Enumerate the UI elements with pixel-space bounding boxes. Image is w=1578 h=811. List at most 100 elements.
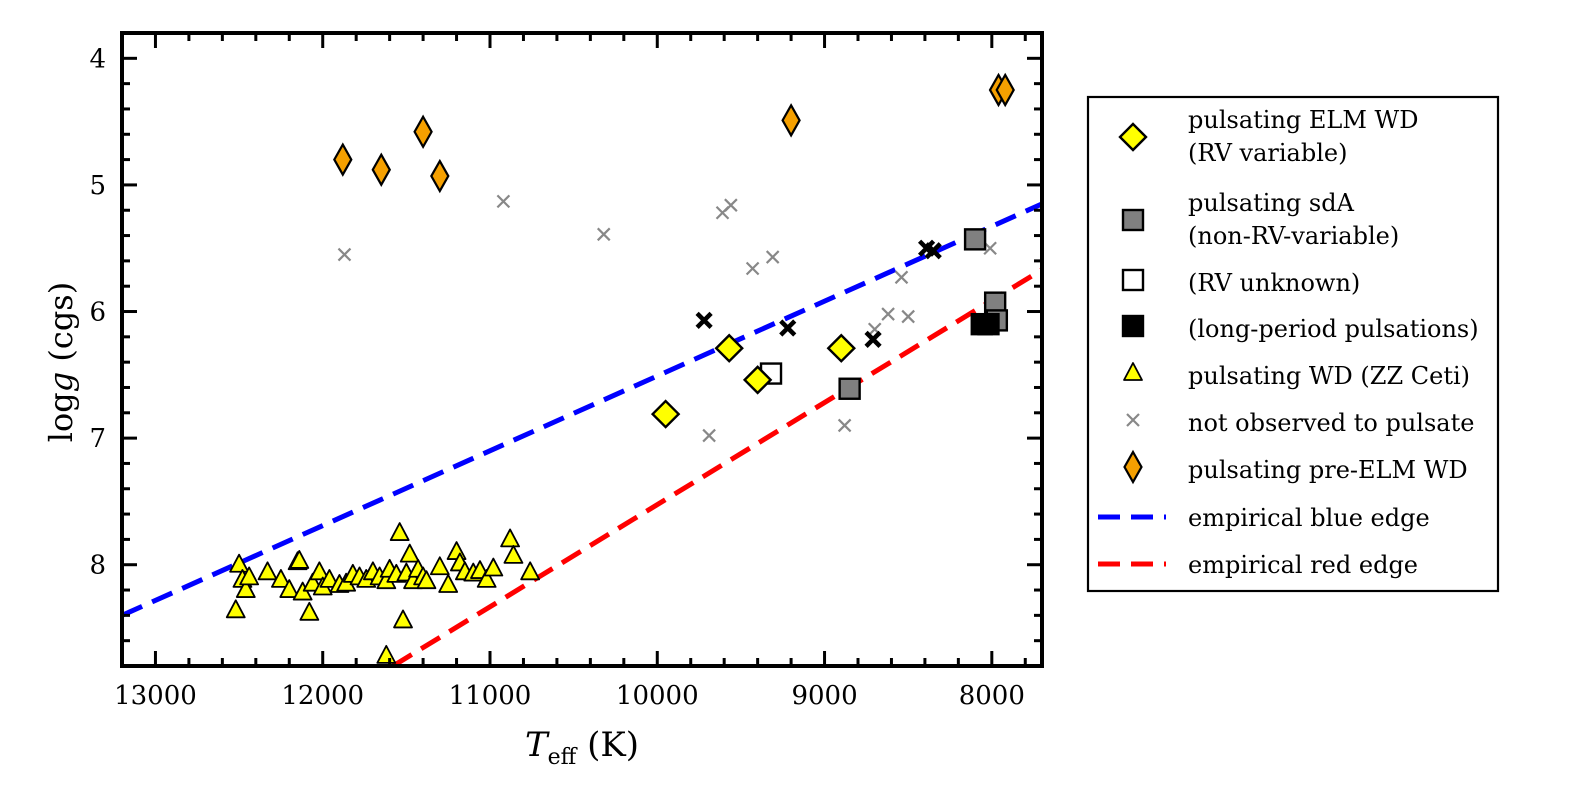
x-axis-label-main: T xyxy=(525,725,550,765)
data-point-triangle xyxy=(376,644,397,664)
legend-marker-elm xyxy=(1118,122,1148,152)
data-point-diamond-tall xyxy=(333,142,353,177)
data-point-x-bold xyxy=(779,319,797,337)
data-point-x xyxy=(724,198,738,212)
data-point-triangle xyxy=(271,569,291,588)
legend-item-nov: not observed to pulsate xyxy=(1126,409,1474,437)
y-tick-label: 4 xyxy=(89,44,106,74)
legend-marker-zz xyxy=(1123,362,1143,381)
legend-label: not observed to pulsate xyxy=(1188,409,1474,437)
data-point-diamond xyxy=(826,333,856,363)
data-point-diamond-tall xyxy=(430,158,450,194)
legend-label: empirical red edge xyxy=(1188,551,1418,579)
x-tick-label: 10000 xyxy=(616,681,699,711)
legend-label: (RV variable) xyxy=(1188,139,1347,167)
red-edge-line xyxy=(391,267,1042,666)
data-point-diamond-tall xyxy=(371,152,392,187)
legend-label: pulsating sdA xyxy=(1188,189,1355,217)
data-point-x xyxy=(496,194,511,209)
data-point-square xyxy=(963,228,987,251)
data-point-x xyxy=(337,247,352,262)
legend-marker-preelm xyxy=(1123,449,1143,485)
legend-item-sda_unknown: (RV unknown) xyxy=(1121,268,1360,297)
x-axis-label-sub: eff xyxy=(548,745,578,770)
data-point-square-filled xyxy=(977,312,1000,336)
data-point-x xyxy=(596,227,611,242)
data-point-x xyxy=(745,261,760,276)
data-point-x xyxy=(901,309,915,324)
svg-text:logg (cgs): logg (cgs) xyxy=(42,282,80,442)
data-point-diamond-tall xyxy=(413,114,433,149)
x-axis-label: Teff (K) xyxy=(525,725,639,770)
data-point-triangle xyxy=(239,566,260,586)
y-tick-label: 5 xyxy=(89,171,106,201)
data-point-triangle xyxy=(503,544,524,564)
data-point-diamond xyxy=(714,333,744,363)
legend-label: pulsating WD (ZZ Ceti) xyxy=(1188,362,1470,390)
data-point-triangle xyxy=(446,541,467,560)
legend-item-sda_long: (long-period pulsations) xyxy=(1121,314,1479,343)
legend-marker-nov xyxy=(1126,413,1140,427)
data-point-triangle xyxy=(225,599,246,619)
data-point-triangle xyxy=(416,570,437,590)
data-point-triangle xyxy=(500,528,520,548)
legend-marker-sda_unknown xyxy=(1121,268,1145,292)
data-point-triangle xyxy=(299,601,320,621)
y-axis-label: logg (cgs) xyxy=(42,282,80,442)
data-point-x-bold xyxy=(695,311,713,329)
x-tick-label: 13000 xyxy=(114,681,197,711)
data-point-x-bold xyxy=(924,242,942,260)
data-point-triangle xyxy=(393,609,413,629)
data-point-diamond xyxy=(650,399,681,429)
data-point-triangle xyxy=(279,579,300,598)
data-point-triangle xyxy=(309,561,330,581)
data-point-triangle xyxy=(229,553,249,573)
svg-text:Teff (K): Teff (K) xyxy=(525,725,639,770)
blue-edge-line xyxy=(122,201,1042,618)
legend-item-elm: pulsating ELM WD (RV variable) xyxy=(1118,106,1418,167)
data-point-triangle xyxy=(520,561,541,581)
data-point-triangle xyxy=(399,543,420,563)
data-point-triangle xyxy=(257,561,278,581)
data-point-x xyxy=(837,418,852,433)
legend-item-blue: empirical blue edge xyxy=(1098,504,1430,532)
data-point-x xyxy=(765,250,780,264)
y-axis-label-suffix: (cgs) xyxy=(42,282,80,372)
legend-label: (RV unknown) xyxy=(1188,269,1360,297)
x-axis-label-unit: (K) xyxy=(576,725,639,765)
legend-label: pulsating ELM WD xyxy=(1188,106,1418,134)
legend-box xyxy=(1086,95,1500,593)
x-tick-label: 11000 xyxy=(449,681,532,711)
data-point-diamond-tall xyxy=(995,72,1015,108)
legend-marker-sda_long xyxy=(1121,314,1145,338)
legend-item-sda: pulsating sdA (non-RV-variable) xyxy=(1121,189,1399,250)
legend-item-red: empirical red edge xyxy=(1098,551,1418,579)
y-axis-label-prefix: log xyxy=(42,392,80,442)
data-point-triangle xyxy=(476,569,497,588)
axes: 13000 12000 11000 10000 9000 8000 4 5 6 7 8 xyxy=(89,31,1044,711)
legend: pulsating ELM WD (RV variable) pulsating s… xyxy=(1086,95,1500,593)
data-point-x xyxy=(702,428,716,443)
legend-label: (long-period pulsations) xyxy=(1188,315,1479,343)
legend-label: (non-RV-variable) xyxy=(1188,222,1399,250)
data-point-x-bold xyxy=(864,330,882,348)
y-tick-label: 7 xyxy=(89,424,106,454)
data-point-triangle xyxy=(483,557,504,577)
y-tick-label: 8 xyxy=(89,551,106,581)
data-point-triangle xyxy=(319,569,340,588)
plot-area xyxy=(122,72,1042,666)
x-tick-label: 9000 xyxy=(791,681,857,711)
data-point-triangle xyxy=(429,556,450,576)
legend-item-preelm: pulsating pre-ELM WD xyxy=(1123,449,1468,485)
x-tick-label: 12000 xyxy=(281,681,364,711)
y-axis-label-italic: g xyxy=(42,372,80,392)
plot-frame xyxy=(120,31,1044,668)
data-point-square xyxy=(838,377,861,400)
legend-label: empirical blue edge xyxy=(1188,504,1430,532)
data-point-diamond-tall xyxy=(781,103,801,138)
data-point-x xyxy=(881,307,895,321)
data-point-triangle xyxy=(289,550,310,569)
legend-item-zz: pulsating WD (ZZ Ceti) xyxy=(1123,362,1470,390)
legend-marker-sda xyxy=(1121,208,1145,232)
